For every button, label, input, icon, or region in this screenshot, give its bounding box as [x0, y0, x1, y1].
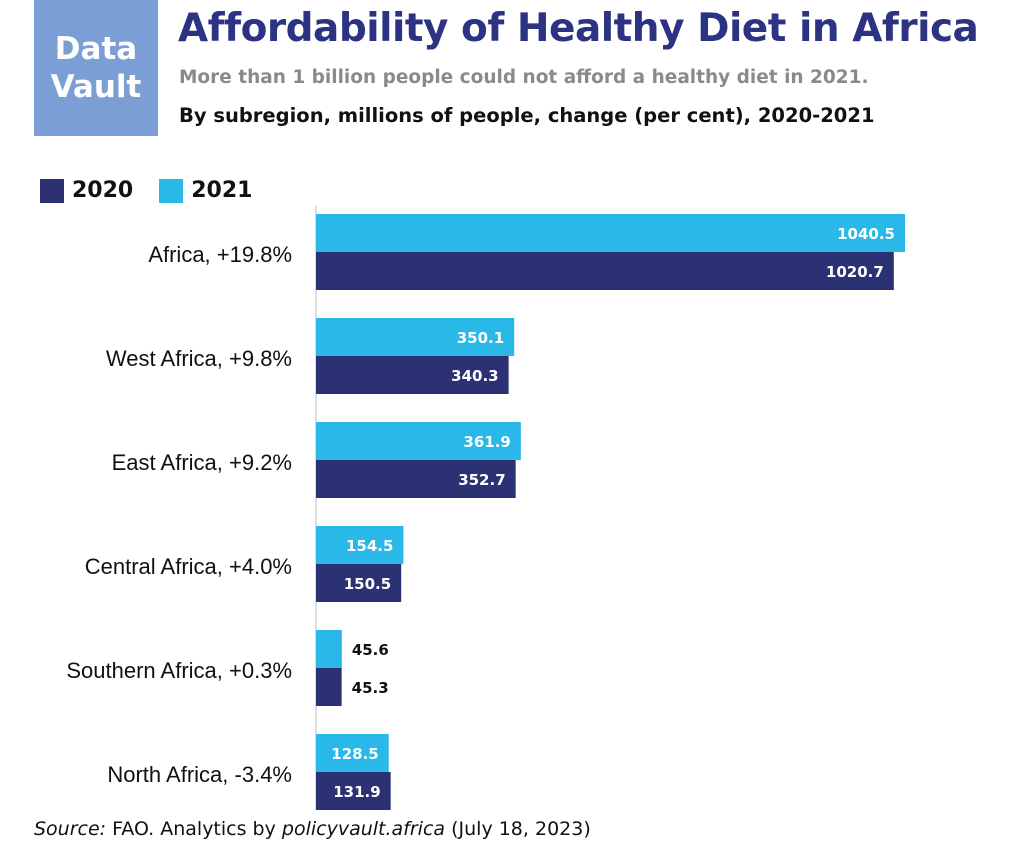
category-label: East Africa, +9.2% — [112, 450, 292, 475]
data-label-2021: 154.5 — [346, 537, 393, 555]
bar-2021 — [316, 630, 342, 668]
legend-item-2020: 2020 — [40, 178, 133, 203]
legend-swatch-2020 — [40, 178, 64, 203]
legend-swatch-2021 — [159, 178, 184, 203]
data-label-2020: 1020.7 — [826, 263, 884, 281]
bar-2020 — [316, 564, 402, 602]
source-label: Source: — [34, 818, 107, 840]
bar-2020 — [316, 252, 894, 290]
bar-2021 — [316, 734, 389, 772]
data-label-2021: 350.1 — [457, 329, 504, 347]
source-text-2: (July 18, 2023) — [445, 818, 591, 840]
data-vault-logo: Data Vault — [34, 0, 158, 136]
chart-subtitle: More than 1 billion people could not aff… — [179, 67, 869, 88]
bar-2020 — [316, 668, 342, 706]
category-label: Central Africa, +4.0% — [85, 554, 292, 579]
logo-line2: Vault — [50, 69, 142, 105]
bar-2020 — [316, 356, 509, 394]
bar-2021 — [316, 318, 515, 356]
legend: 2020 2021 — [40, 178, 278, 203]
source-link: policyvault.africa — [281, 818, 446, 840]
chart-description: By subregion, millions of people, change… — [179, 104, 875, 127]
bar-2021 — [316, 422, 521, 460]
data-label-2021: 128.5 — [331, 745, 378, 763]
bar-2021 — [316, 214, 905, 252]
data-label-2020: 340.3 — [451, 367, 498, 385]
legend-item-2021: 2021 — [159, 178, 252, 203]
logo-line1: Data — [54, 31, 138, 67]
chart-title: Affordability of Healthy Diet in Africa — [178, 6, 979, 51]
category-label: North Africa, -3.4% — [107, 762, 292, 787]
data-label-2020: 150.5 — [344, 575, 391, 593]
source-note: Source: FAO. Analytics by policyvault.af… — [34, 818, 591, 840]
data-label-2020: 45.3 — [352, 679, 389, 697]
data-label-2021: 45.6 — [352, 641, 389, 659]
source-text-1: FAO. Analytics by — [106, 818, 282, 840]
data-label-2021: 361.9 — [463, 433, 510, 451]
legend-label-2020: 2020 — [72, 178, 134, 203]
category-label: Southern Africa, +0.3% — [66, 658, 292, 683]
data-label-2020: 352.7 — [458, 471, 505, 489]
category-label: Africa, +19.8% — [148, 242, 292, 267]
category-label: West Africa, +9.8% — [106, 346, 292, 371]
data-label-2020: 131.9 — [333, 783, 380, 801]
data-label-2021: 1040.5 — [837, 225, 895, 243]
legend-label-2021: 2021 — [191, 178, 253, 203]
bar-2020 — [316, 460, 516, 498]
bar-2020 — [316, 772, 391, 810]
bar-2021 — [316, 526, 404, 564]
